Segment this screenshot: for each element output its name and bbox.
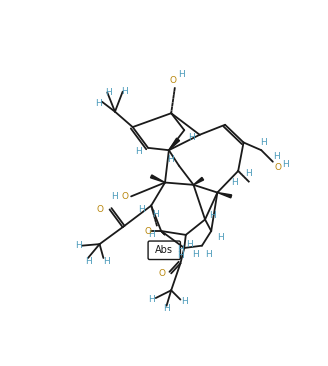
Text: H: H	[193, 250, 199, 259]
Text: H: H	[152, 210, 158, 219]
Text: H: H	[178, 70, 185, 79]
Text: O: O	[169, 76, 176, 85]
Text: H: H	[95, 99, 101, 108]
Text: H: H	[103, 257, 110, 266]
Text: O: O	[121, 192, 129, 201]
Polygon shape	[217, 193, 232, 198]
Text: H: H	[167, 155, 174, 164]
Text: H: H	[121, 87, 128, 96]
Text: H: H	[149, 295, 155, 304]
FancyBboxPatch shape	[148, 241, 180, 259]
Text: H: H	[111, 192, 117, 201]
Text: H: H	[246, 169, 252, 178]
Text: O: O	[275, 163, 282, 172]
Text: H: H	[163, 304, 170, 313]
Text: H: H	[260, 138, 267, 147]
Text: Abs: Abs	[155, 245, 173, 255]
Text: H: H	[217, 233, 224, 242]
Text: H: H	[135, 147, 142, 156]
Text: O: O	[145, 227, 152, 236]
Polygon shape	[151, 175, 165, 183]
Text: H: H	[177, 251, 184, 260]
Text: H: H	[186, 240, 193, 249]
Text: H: H	[75, 241, 82, 250]
Text: H: H	[209, 211, 216, 220]
Polygon shape	[169, 138, 179, 150]
Text: H: H	[138, 205, 145, 214]
Text: H: H	[205, 250, 212, 259]
Text: H: H	[177, 245, 184, 254]
Text: H: H	[149, 230, 155, 239]
Text: H: H	[105, 88, 112, 97]
Text: H: H	[231, 178, 238, 187]
Text: H: H	[273, 152, 280, 161]
Text: O: O	[158, 269, 165, 278]
Text: H: H	[282, 160, 289, 168]
Polygon shape	[194, 178, 204, 185]
Text: H: H	[189, 133, 195, 142]
Text: H: H	[181, 296, 188, 306]
Text: O: O	[97, 205, 104, 214]
Text: H: H	[85, 257, 92, 266]
